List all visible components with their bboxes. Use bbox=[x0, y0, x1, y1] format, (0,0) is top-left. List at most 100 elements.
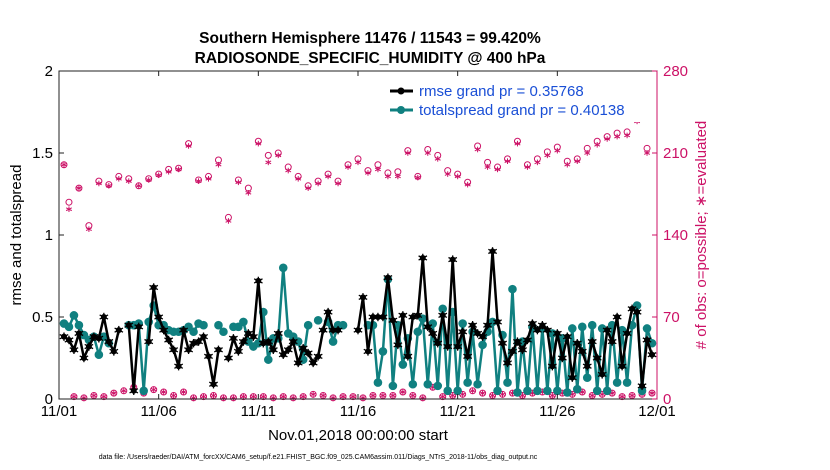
rmse-point bbox=[463, 352, 473, 361]
rmse-point bbox=[587, 337, 597, 346]
rmse-point bbox=[213, 345, 223, 354]
totalspread-point bbox=[338, 320, 348, 330]
obs-evaluated-point bbox=[554, 147, 561, 154]
totalspread-point bbox=[478, 340, 487, 350]
obs-evaluated-point bbox=[235, 179, 242, 186]
rmse-point bbox=[642, 335, 652, 345]
rmse-point bbox=[483, 321, 493, 330]
rmse-point bbox=[79, 353, 89, 363]
rmse-point bbox=[433, 339, 443, 348]
x-tick-label: 12/01 bbox=[638, 403, 676, 420]
obs-possible-point bbox=[469, 387, 477, 395]
rmse-point bbox=[204, 352, 213, 361]
obs-possible-point bbox=[479, 389, 487, 397]
obs-evaluated-point bbox=[85, 226, 92, 232]
rmse-point bbox=[517, 345, 527, 354]
rmse-point bbox=[308, 358, 318, 368]
rmse-point bbox=[647, 350, 657, 359]
totalspread-point bbox=[513, 388, 522, 397]
rmse-point bbox=[353, 325, 363, 335]
obs-possible-point bbox=[100, 393, 108, 401]
rmse-point bbox=[557, 353, 567, 363]
obs-evaluated-point bbox=[215, 161, 222, 168]
obs-evaluated-point bbox=[105, 183, 112, 189]
rmse-point bbox=[263, 337, 273, 346]
obs-evaluated-point bbox=[549, 392, 556, 399]
obs-evaluated-point bbox=[514, 140, 521, 147]
y-left-tick-label: 1 bbox=[45, 227, 53, 244]
rmse-point bbox=[413, 311, 423, 320]
obs-evaluated-point bbox=[504, 158, 511, 164]
totalspread-point bbox=[74, 320, 84, 330]
obs-evaluated-point bbox=[409, 392, 416, 399]
plot-area bbox=[59, 71, 657, 399]
obs-possible-point bbox=[349, 393, 357, 401]
y-right-tick-label: 0 bbox=[663, 391, 671, 408]
totalspread-point bbox=[413, 327, 423, 337]
rmse-point bbox=[532, 325, 542, 335]
obs-possible-point bbox=[209, 391, 217, 399]
rmse-point bbox=[507, 347, 517, 356]
obs-evaluated-point bbox=[414, 174, 421, 181]
totalspread-point bbox=[278, 263, 288, 273]
rmse-point bbox=[562, 332, 572, 341]
x-tick-label: 11/06 bbox=[140, 403, 176, 420]
totalspread-point bbox=[587, 320, 597, 330]
rmse-point bbox=[159, 325, 169, 335]
obs-evaluated-point bbox=[65, 206, 72, 213]
obs-evaluated-point bbox=[379, 392, 386, 399]
obs-evaluated-point bbox=[574, 158, 581, 164]
rmse-point bbox=[228, 334, 238, 343]
totalspread-point bbox=[473, 379, 482, 389]
rmse-point bbox=[527, 319, 537, 328]
obs-possible-point bbox=[249, 393, 257, 401]
rmse-point bbox=[104, 337, 114, 346]
obs-evaluated-point bbox=[315, 180, 322, 187]
obs-evaluated-point bbox=[474, 146, 481, 153]
obs-evaluated-point bbox=[155, 172, 162, 179]
obs-possible-point bbox=[269, 394, 277, 402]
obs-possible-point bbox=[135, 182, 143, 190]
obs-evaluated-point bbox=[205, 175, 212, 182]
totalspread-point bbox=[612, 378, 622, 387]
rmse-point bbox=[84, 342, 94, 351]
rmse-point bbox=[179, 325, 189, 335]
rmse-point bbox=[512, 337, 522, 346]
rmse-point bbox=[134, 322, 144, 332]
rmse-point bbox=[428, 329, 438, 338]
obs-possible-point bbox=[548, 391, 556, 399]
obs-possible-point bbox=[359, 394, 367, 402]
y-right-tick-label: 210 bbox=[663, 145, 688, 162]
obs-possible-point bbox=[65, 198, 73, 206]
obs-evaluated-point bbox=[305, 185, 312, 191]
y-axis-label-right: # of obs: o=possible; ∗=evaluated bbox=[693, 121, 710, 350]
obs-possible-point bbox=[80, 394, 88, 402]
rmse-point bbox=[592, 353, 602, 363]
rmse-point bbox=[94, 334, 104, 343]
rmse-point bbox=[438, 311, 448, 320]
totalspread-point bbox=[239, 317, 248, 327]
obs-possible-point bbox=[369, 391, 377, 399]
rmse-point bbox=[109, 347, 119, 356]
x-axis-label: Nov.01,2018 00:00:00 start bbox=[268, 427, 449, 444]
totalspread-point bbox=[553, 386, 562, 396]
totalspread-point bbox=[443, 386, 453, 396]
obs-evaluated-point bbox=[404, 150, 411, 156]
totalspread-point bbox=[398, 360, 408, 369]
obs-evaluated-point bbox=[295, 175, 302, 182]
rmse-point bbox=[358, 293, 368, 302]
totalspread-point bbox=[199, 320, 208, 330]
totalspread-point bbox=[303, 320, 313, 330]
x-tick-label: 11/21 bbox=[439, 403, 475, 420]
rmse-point bbox=[577, 347, 587, 356]
rmse-point bbox=[398, 311, 408, 320]
obs-evaluated-point bbox=[589, 392, 596, 399]
x-axis: 11/01 11/06 11/11 11/16 11/21 11/26 12/01 bbox=[41, 71, 676, 420]
rmse-point bbox=[164, 335, 174, 345]
legend-totalspread-marker bbox=[397, 106, 405, 114]
obs-evaluated-point bbox=[125, 178, 132, 184]
rmse-point bbox=[403, 352, 413, 361]
totalspread-point bbox=[622, 378, 632, 387]
obs-possible-point bbox=[190, 394, 198, 402]
totalspread-point bbox=[214, 320, 223, 330]
